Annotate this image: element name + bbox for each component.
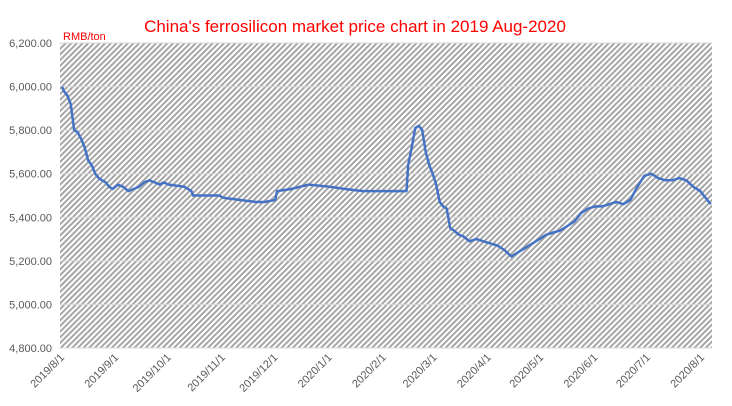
x-tick-label: 2020/3/1 <box>401 352 440 391</box>
x-tick-label: 2020/2/1 <box>350 352 389 391</box>
x-tick-label: 2019/12/1 <box>237 352 280 395</box>
y-tick-label: 5,800.00 <box>9 125 52 137</box>
y-tick-label: 6,200.00 <box>9 38 52 50</box>
x-tick-label: 2019/11/1 <box>185 352 228 395</box>
x-tick-label: 2020/1/1 <box>296 352 335 391</box>
x-tick-label: 2020/4/1 <box>455 352 494 391</box>
price-series-line <box>60 86 712 258</box>
y-axis-unit: RMB/ton <box>63 31 106 43</box>
x-tick-label: 2020/6/1 <box>562 352 601 391</box>
y-tick-label: 5,600.00 <box>9 169 52 181</box>
grid-lines <box>60 42 712 349</box>
y-tick-label: 6,000.00 <box>9 82 52 94</box>
x-tick-label: 2020/5/1 <box>507 352 546 391</box>
x-axis-ticks: 2019/8/1 2019/9/1 2019/10/1 2019/11/1 2019/1… <box>28 352 707 395</box>
x-tick-label: 2020/8/1 <box>668 352 707 391</box>
x-tick-label: 2019/10/1 <box>131 352 174 395</box>
y-tick-label: 4,800.00 <box>9 343 52 355</box>
x-tick-label: 2019/8/1 <box>28 352 67 391</box>
y-tick-label: 5,000.00 <box>9 299 52 311</box>
y-tick-label: 5,400.00 <box>9 212 52 224</box>
x-tick-label: 2020/7/1 <box>614 352 653 391</box>
plot-area <box>60 43 712 348</box>
y-axis-ticks: 6,200.00 6,000.00 5,800.00 5,600.00 5,400.00… <box>9 38 52 355</box>
y-tick-label: 5,200.00 <box>9 256 52 268</box>
x-tick-label: 2019/9/1 <box>83 352 122 391</box>
chart-title: China's ferrosilicon market price chart … <box>144 17 566 36</box>
